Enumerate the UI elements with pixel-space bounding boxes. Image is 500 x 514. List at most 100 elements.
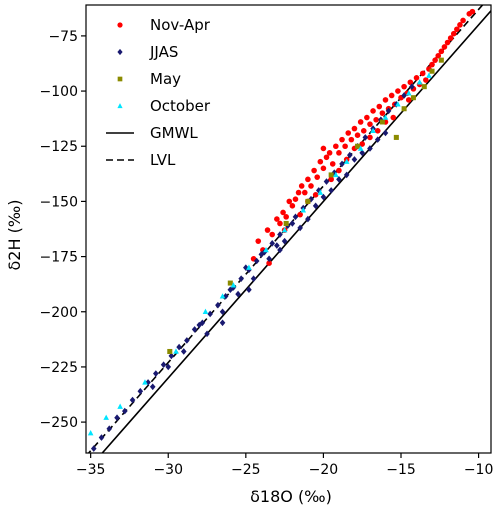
x-tick-label: −20 (309, 462, 339, 478)
data-point (103, 414, 109, 420)
data-point (360, 127, 367, 134)
data-point (250, 275, 257, 282)
data-point (204, 330, 210, 338)
legend-marker (117, 22, 123, 28)
data-point (219, 293, 226, 299)
data-point (373, 116, 379, 123)
data-point (438, 57, 444, 63)
data-point (149, 383, 156, 391)
data-point (438, 48, 445, 55)
data-point (320, 193, 327, 201)
data-point (401, 92, 407, 99)
legend-marker (117, 76, 123, 82)
data-point (263, 246, 269, 253)
data-point (336, 176, 342, 183)
data-point (382, 129, 389, 137)
legend-item-october: October (117, 97, 211, 115)
data-point (351, 156, 358, 163)
data-point (357, 119, 364, 125)
data-point (413, 75, 420, 81)
data-point (379, 110, 386, 116)
gmwl-line (101, 10, 491, 453)
legend-label: October (150, 97, 211, 115)
legend-label: GMWL (150, 124, 198, 142)
data-point (305, 176, 311, 183)
legend-label: May (150, 70, 181, 88)
data-point (367, 134, 373, 141)
data-point (129, 396, 136, 404)
data-point (388, 92, 395, 99)
data-point (317, 158, 324, 165)
data-point (117, 403, 123, 409)
legend-item-jjas: JJAS (117, 43, 178, 61)
data-point (219, 319, 226, 327)
data-point (238, 275, 244, 282)
data-point (199, 319, 206, 327)
data-point (298, 183, 305, 189)
data-point (395, 88, 401, 94)
data-point (351, 125, 358, 132)
y-tick-label: −250 (40, 415, 78, 431)
data-point (274, 216, 280, 222)
legend-label: LVL (150, 151, 176, 169)
data-point (297, 211, 303, 218)
legend-item-may: May (117, 70, 181, 88)
data-point (308, 195, 314, 203)
legend-marker (117, 48, 123, 56)
data-point (191, 326, 198, 333)
data-point (207, 310, 213, 318)
data-point (450, 30, 457, 37)
data-point (145, 379, 151, 386)
data-point (345, 130, 352, 136)
series-may (167, 57, 444, 355)
data-point (274, 242, 280, 249)
data-point (246, 286, 252, 293)
data-point (312, 191, 319, 198)
data-point (311, 167, 317, 174)
y-tick-label: −225 (40, 360, 78, 376)
data-point (317, 189, 324, 195)
data-point (295, 189, 302, 196)
data-point (315, 187, 322, 194)
data-point (343, 171, 350, 179)
legend-item-gmwl: GMWL (106, 124, 198, 142)
data-point (423, 77, 429, 83)
y-tick-label: −125 (40, 139, 78, 155)
data-point (429, 61, 435, 68)
data-point (184, 337, 190, 344)
data-point (370, 127, 376, 134)
plot-frame (85, 4, 492, 454)
data-point (286, 198, 293, 205)
data-point (405, 90, 412, 96)
data-point (333, 171, 339, 178)
legend-marker (117, 103, 123, 109)
data-point (421, 84, 427, 90)
data-point (328, 187, 334, 194)
data-point (173, 348, 179, 354)
data-point (370, 108, 376, 114)
data-point (246, 264, 252, 270)
data-point (137, 387, 144, 395)
data-point (87, 430, 94, 436)
data-point (374, 136, 381, 143)
data-point (382, 114, 389, 120)
data-point (227, 286, 234, 293)
data-point (416, 79, 423, 85)
data-point (354, 132, 361, 139)
data-point (153, 370, 159, 377)
data-point (454, 26, 460, 33)
data-point (379, 119, 385, 125)
data-point (359, 149, 366, 157)
data-point (289, 203, 296, 209)
data-point (215, 301, 221, 309)
data-point (432, 57, 438, 63)
data-point (305, 198, 311, 204)
data-point (328, 176, 334, 183)
data-point (460, 17, 466, 24)
data-point (305, 215, 311, 223)
data-point (395, 101, 401, 107)
data-point (297, 224, 303, 232)
data-point (308, 183, 314, 189)
data-point (266, 260, 272, 267)
data-point (376, 103, 383, 110)
